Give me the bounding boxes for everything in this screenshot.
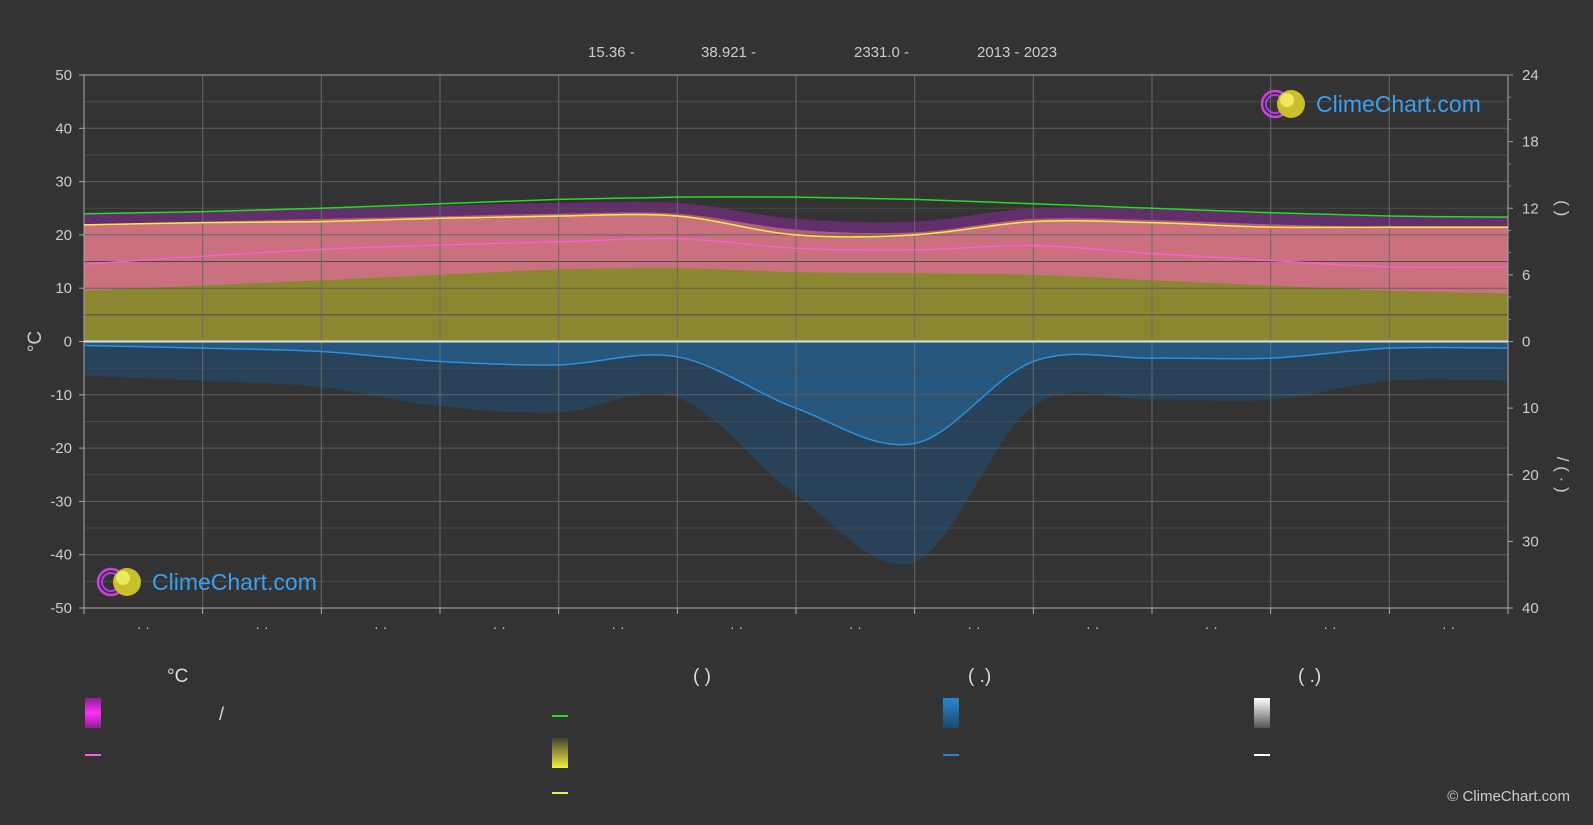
right-top-tick-label: 12	[1522, 200, 1539, 217]
right-bottom-axis-label: / ( · )	[1553, 457, 1572, 493]
left-tick-label: 50	[55, 67, 72, 84]
left-tick-label: -10	[50, 387, 72, 404]
month-label: · ·	[374, 619, 387, 635]
logo-text: ClimeChart.com	[152, 568, 317, 595]
month-label: · ·	[1086, 619, 1099, 635]
avg-temperature-line	[83, 237, 1509, 269]
left-tick-label: -50	[50, 600, 72, 617]
logo-top-right[interactable]: ClimeChart.com	[1258, 87, 1481, 121]
daylight-line	[83, 196, 1509, 218]
elevation-text: 2331.0 -	[854, 44, 910, 61]
legend-temp-heading: °C	[167, 666, 189, 687]
month-label: · ·	[1323, 619, 1336, 635]
left-tick-label: 30	[55, 174, 72, 191]
right-top-tick-label: 18	[1522, 134, 1539, 151]
right-top-tick-label: 0	[1522, 334, 1530, 351]
month-label: · ·	[1442, 619, 1455, 635]
right-top-tick-label: 6	[1522, 267, 1530, 284]
right-bottom-tick-label: 20	[1522, 467, 1539, 484]
logo-text: ClimeChart.com	[1316, 90, 1481, 117]
latitude-text: 15.36 -	[588, 44, 635, 61]
right-bottom-tick-label: 30	[1522, 533, 1539, 550]
left-tick-label: 40	[55, 120, 72, 137]
right-top-tick-label: 24	[1522, 67, 1539, 84]
legend-avg-sunshine-swatch	[552, 792, 568, 794]
legend-avg-rain-swatch	[943, 754, 959, 756]
month-label: · ·	[255, 619, 268, 635]
logo-bottom-left[interactable]: ClimeChart.com	[94, 565, 317, 599]
left-tick-label: 10	[55, 280, 72, 297]
legend-avg-snow-swatch	[1254, 754, 1270, 756]
legend-sun-heading: ( )	[693, 666, 711, 687]
month-label: · ·	[849, 619, 862, 635]
month-label: · ·	[1205, 619, 1218, 635]
month-label: · ·	[137, 619, 150, 635]
left-tick-label: -30	[50, 493, 72, 510]
right-bottom-tick-label: 10	[1522, 400, 1539, 417]
copyright-text: © ClimeChart.com	[1447, 788, 1570, 805]
logo-icon	[96, 567, 141, 597]
left-tick-label: -40	[50, 547, 72, 564]
legend-daylight-swatch	[552, 715, 568, 717]
year-range-text: 2013 - 2023	[977, 44, 1058, 61]
month-label: · ·	[493, 619, 506, 635]
left-tick-label: -20	[50, 440, 72, 457]
legend-temp-range-swatch	[85, 698, 101, 728]
month-label: · ·	[967, 619, 980, 635]
logo-icon	[1260, 89, 1305, 119]
month-label: · ·	[730, 619, 743, 635]
month-label: · ·	[611, 619, 624, 635]
legend-snow-swatch	[1254, 698, 1270, 728]
legend-avg-temp-swatch	[85, 754, 101, 756]
legend-temp-sep: /	[219, 704, 225, 724]
precipitation-line	[83, 344, 1509, 446]
left-axis-label: °C	[25, 331, 46, 352]
left-tick-label: 0	[64, 334, 72, 351]
legend-sunshine-swatch	[552, 738, 568, 768]
right-bottom-tick-label: 40	[1522, 600, 1539, 617]
right-top-axis-label: ( )	[1553, 200, 1572, 216]
legend-snow-heading: ( .)	[1298, 666, 1322, 687]
legend-rain-swatch	[943, 698, 959, 728]
sunshine-line	[83, 213, 1508, 238]
left-tick-label: 20	[55, 227, 72, 244]
legend-rain-heading: ( .)	[968, 666, 992, 687]
longitude-text: 38.921 -	[701, 44, 757, 61]
